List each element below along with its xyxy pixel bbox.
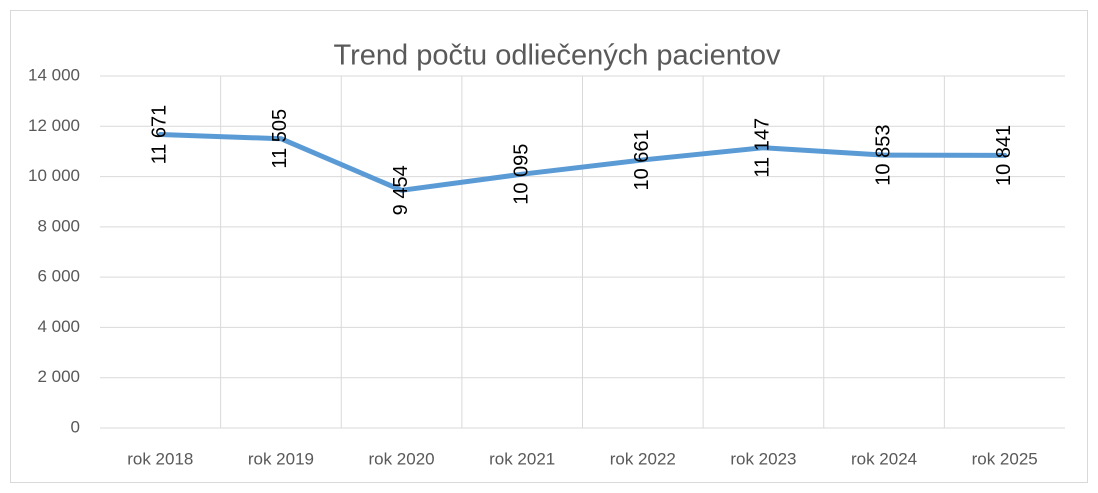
x-tick-label: rok 2019 (248, 449, 314, 468)
x-tick-label: rok 2018 (127, 449, 193, 468)
data-label: 11 147 (752, 118, 774, 178)
x-tick-label: rok 2020 (368, 449, 434, 468)
y-tick-label: 6 000 (37, 267, 80, 286)
y-tick-label: 2 000 (37, 367, 80, 386)
y-tick-label: 14 000 (28, 65, 80, 84)
data-label: 11 671 (149, 105, 171, 165)
y-tick-label: 4 000 (37, 317, 80, 336)
y-tick-label: 10 000 (28, 166, 80, 185)
x-tick-label: rok 2023 (730, 449, 796, 468)
line-series (157, 132, 1008, 193)
x-tick-label: rok 2025 (972, 449, 1038, 468)
x-tick-label: rok 2022 (610, 449, 676, 468)
data-label: 9 454 (390, 165, 412, 215)
chart-border (10, 10, 1088, 483)
data-label: 10 661 (631, 129, 653, 190)
x-tick-label: rok 2024 (851, 449, 917, 468)
chart-title: Trend počtu odliečených pacientov (333, 40, 781, 72)
data-label: 10 095 (510, 144, 532, 205)
y-tick-label: 12 000 (28, 116, 80, 135)
data-label: 11 505 (269, 109, 291, 169)
data-label: 10 841 (993, 125, 1015, 186)
y-tick-label: 0 (71, 417, 80, 436)
data-label: 10 853 (872, 125, 894, 186)
x-tick-label: rok 2021 (489, 449, 555, 468)
y-tick-label: 8 000 (37, 216, 80, 235)
